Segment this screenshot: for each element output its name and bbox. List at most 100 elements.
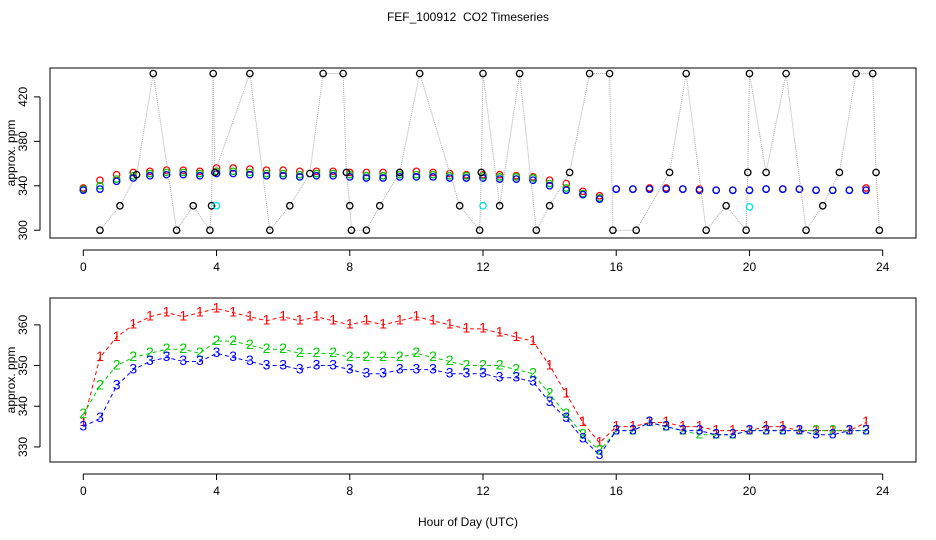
- data-point: [462, 171, 471, 180]
- data-point: [609, 226, 617, 235]
- point-marker: 1: [363, 311, 371, 327]
- data-point: [477, 168, 486, 177]
- point-marker: 1: [629, 417, 637, 433]
- point-marker: 2: [429, 348, 437, 364]
- data-point: [802, 226, 810, 235]
- data-point: [745, 203, 754, 211]
- data-point: [445, 169, 454, 178]
- point-marker: 3: [379, 364, 387, 380]
- point-marker: 3: [429, 360, 437, 376]
- data-point: [632, 226, 641, 235]
- point-marker: 2: [779, 421, 787, 437]
- point-marker: 2: [346, 348, 354, 364]
- data-point: [146, 171, 154, 180]
- plot-frame: [49, 297, 917, 463]
- point-marker: 2: [296, 344, 304, 360]
- data-point: [362, 174, 371, 182]
- y-tick-label: 330: [16, 437, 30, 457]
- data-point: [96, 181, 104, 190]
- data-point: [455, 201, 464, 210]
- point-marker: 2: [96, 377, 104, 393]
- y-axis-label: approx. ppm: [4, 120, 18, 187]
- x-axis-label: Hour of Day (UTC): [418, 515, 518, 529]
- point-marker: 3: [146, 352, 154, 368]
- point-marker: 1: [662, 413, 670, 429]
- point-marker: 3: [512, 368, 520, 384]
- point-marker: 1: [762, 417, 770, 433]
- point-marker: 2: [729, 425, 737, 441]
- point-marker: 1: [462, 320, 470, 336]
- point-marker: 1: [146, 307, 154, 323]
- data-point: [562, 184, 571, 192]
- x-tick-label: 24: [876, 484, 890, 498]
- data-point: [379, 168, 387, 177]
- point-marker: 2: [313, 344, 321, 360]
- data-point: [362, 226, 371, 235]
- data-point: [207, 201, 216, 210]
- point-marker: 2: [529, 364, 537, 380]
- data-point: [347, 226, 356, 235]
- point-marker: 3: [263, 356, 271, 372]
- point-marker: 2: [213, 332, 221, 348]
- data-point: [662, 185, 671, 193]
- data-point: [162, 170, 171, 179]
- point-marker: 1: [796, 421, 804, 437]
- point-marker: 3: [213, 344, 221, 360]
- point-marker: 2: [279, 340, 287, 356]
- raw-line: [99, 73, 880, 232]
- point-marker: 1: [646, 413, 654, 429]
- data-point: [828, 186, 837, 195]
- point-marker: 3: [396, 360, 404, 376]
- x-tick-label: 8: [346, 484, 353, 498]
- point-marker: 3: [845, 421, 853, 437]
- data-point: [116, 201, 124, 210]
- point-marker: 1: [213, 299, 221, 315]
- point-marker: 3: [346, 360, 354, 376]
- y-axis-label: approx. ppm: [4, 347, 18, 414]
- point-marker: 1: [129, 316, 137, 332]
- data-point: [79, 186, 88, 195]
- data-point: [682, 69, 691, 78]
- data-point: [495, 173, 504, 181]
- data-point: [545, 201, 554, 210]
- data-point: [339, 69, 347, 78]
- point-marker: 1: [546, 356, 554, 372]
- data-point: [778, 185, 787, 193]
- point-marker: 1: [479, 320, 487, 336]
- y-tick-label: 340: [16, 396, 30, 416]
- y-tick-label: 420: [16, 87, 30, 107]
- data-point: [229, 164, 238, 172]
- data-point: [206, 226, 214, 235]
- data-point: [695, 186, 704, 195]
- point-marker: 3: [712, 425, 720, 441]
- data-point: [612, 185, 621, 193]
- data-point: [782, 69, 790, 78]
- chart-title: FEF_100912 CO2 Timeseries: [387, 10, 549, 24]
- data-point: [645, 185, 654, 193]
- data-point: [362, 171, 371, 180]
- point-marker: 2: [612, 421, 620, 437]
- point-marker: 2: [762, 421, 770, 437]
- x-tick-label: 0: [80, 484, 87, 498]
- point-marker: 3: [279, 356, 287, 372]
- point-marker: 1: [279, 307, 287, 323]
- x-tick-label: 4: [213, 484, 220, 498]
- data-point: [862, 184, 870, 192]
- series-line: [82, 340, 867, 452]
- data-point: [728, 186, 737, 195]
- point-marker: 3: [546, 393, 554, 409]
- point-marker: 1: [379, 316, 387, 332]
- point-marker: 1: [229, 303, 237, 319]
- point-marker: 3: [246, 352, 254, 368]
- data-point: [565, 168, 574, 177]
- data-point: [762, 168, 770, 177]
- data-point: [196, 167, 204, 176]
- point-marker: 1: [862, 413, 870, 429]
- x-tick-label: 20: [743, 260, 757, 274]
- data-point: [212, 164, 221, 172]
- data-point: [412, 167, 421, 176]
- data-point: [579, 187, 587, 196]
- data-point: [445, 174, 454, 182]
- x-tick-label: 16: [610, 260, 624, 274]
